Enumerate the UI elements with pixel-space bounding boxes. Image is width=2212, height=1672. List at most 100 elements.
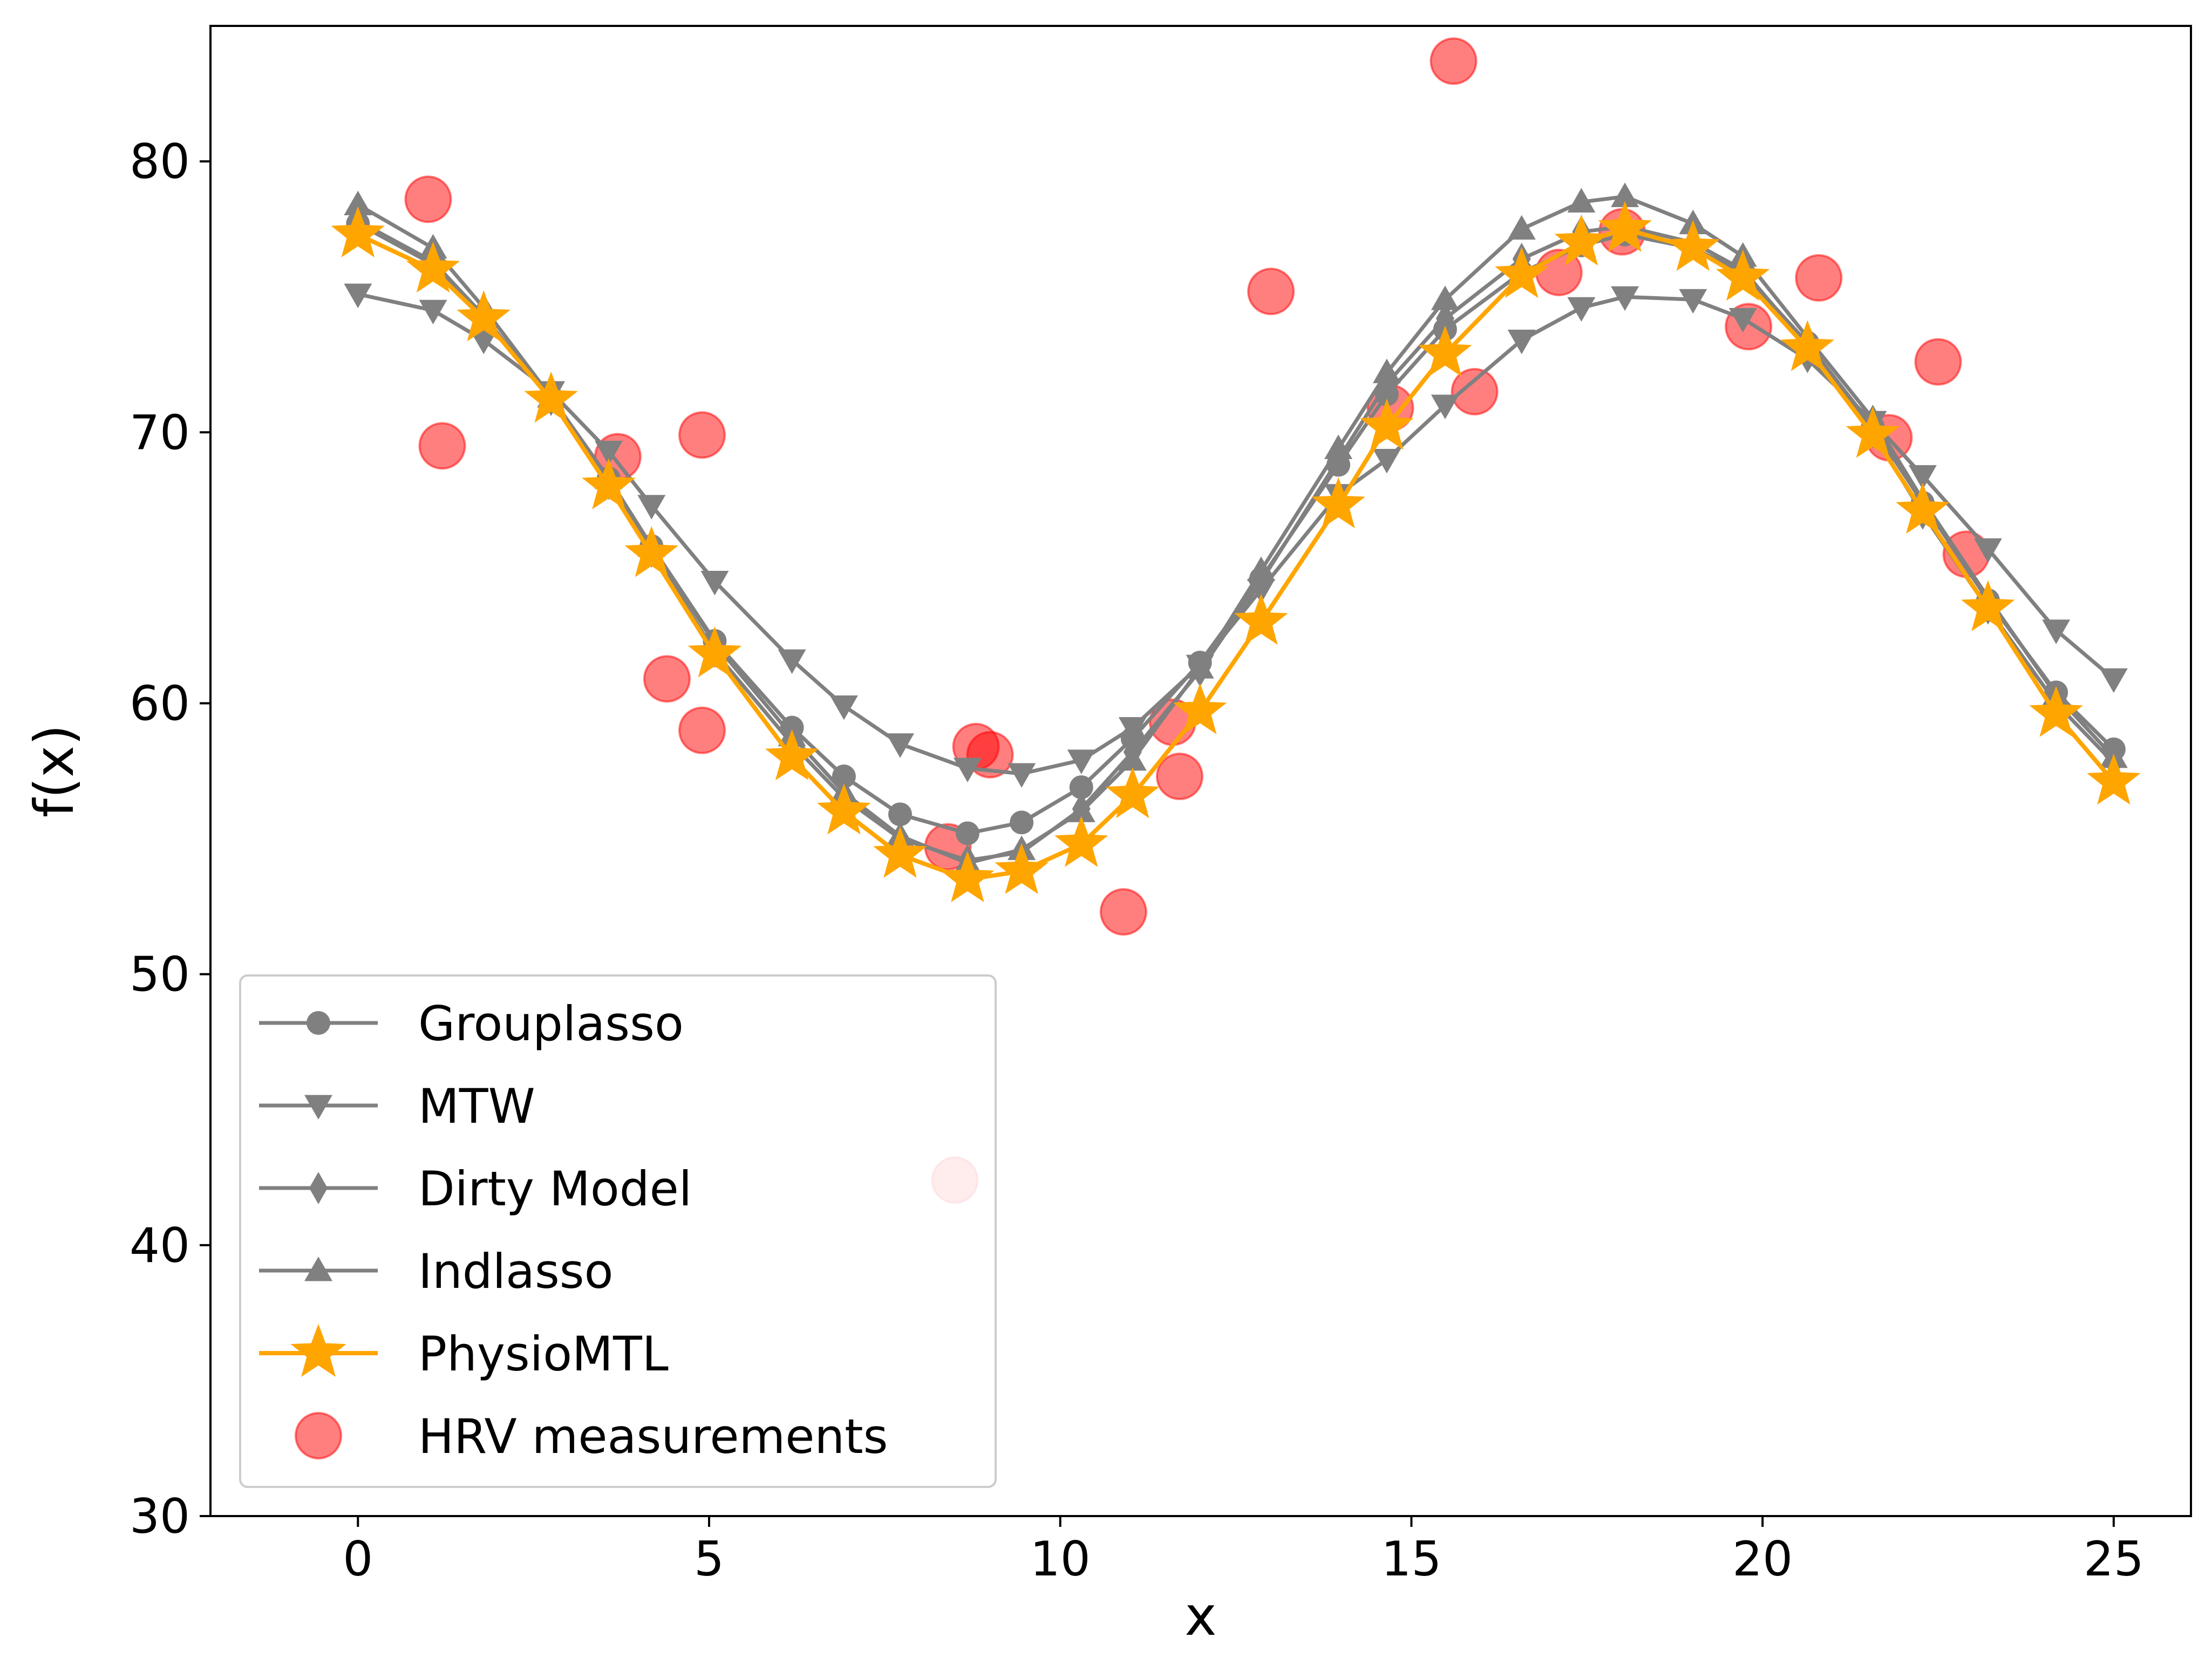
- series-point-grouplasso: [832, 765, 856, 789]
- legend-box: [239, 974, 997, 1488]
- series-point-physiomtl: [1961, 580, 2015, 631]
- hrv-measurement-point: [404, 175, 452, 223]
- x-tick-label: 5: [694, 1531, 724, 1587]
- x-axis-label: x: [1185, 1585, 1216, 1648]
- series-point-mtw: [1679, 289, 1707, 314]
- series-point-indlasso: [1611, 182, 1639, 207]
- series-line-indlasso: [356, 194, 2116, 865]
- series-point-physiomtl: [331, 206, 385, 257]
- series-point-physiomtl: [817, 783, 871, 835]
- series-indlasso: [344, 182, 2128, 874]
- series-line-grouplasso: [356, 222, 2116, 835]
- legend-label-hrv-measurements: HRV measurements: [418, 1409, 888, 1464]
- legend-item-indlasso: Indlasso: [259, 1244, 614, 1299]
- series-point-physiomtl: [1598, 201, 1652, 252]
- hrv-measurement-point: [966, 731, 1014, 779]
- series-point-mtw: [1908, 465, 1937, 490]
- legend: Grouplasso MTW Dirty Model Indlasso PhysioMT…: [239, 974, 997, 1488]
- legend-marker-physiomtl: [290, 1323, 346, 1377]
- series-point-mtw: [953, 757, 982, 782]
- x-tick-label: 10: [1030, 1531, 1091, 1587]
- series-point-grouplasso: [1069, 775, 1093, 800]
- legend-label-indlasso: Indlasso: [418, 1244, 614, 1299]
- series-point-grouplasso: [955, 821, 979, 845]
- series-point-physiomtl: [524, 371, 578, 423]
- y-axis-label: f(x): [23, 725, 86, 817]
- series-point-mtw: [1507, 330, 1536, 354]
- legend-label-dirty-model: Dirty Model: [418, 1161, 692, 1217]
- series-point-physiomtl: [1173, 683, 1227, 734]
- series-point-indlasso: [1567, 188, 1596, 213]
- series-point-physiomtl: [582, 458, 636, 509]
- series-point-physiomtl: [406, 241, 460, 293]
- series-point-indlasso: [344, 190, 372, 215]
- series-point-mtw: [1067, 749, 1095, 774]
- x-tick-label: 25: [2084, 1531, 2144, 1587]
- legend-label-mtw: MTW: [418, 1079, 535, 1134]
- x-tick-label: 0: [343, 1531, 373, 1587]
- series-point-physiomtl: [688, 626, 742, 678]
- legend-marker-dirty-model: [309, 1172, 328, 1204]
- series-point-indlasso: [1324, 434, 1353, 459]
- series-point-mtw: [637, 495, 666, 520]
- series-point-mtw: [886, 733, 914, 758]
- series-point-physiomtl: [1054, 816, 1108, 867]
- y-tick-label: 70: [130, 405, 190, 460]
- series-point-mtw: [1973, 538, 2002, 563]
- y-tick-label: 60: [130, 675, 190, 731]
- series-physiomtl: [331, 201, 2141, 903]
- hrv-measurement-point: [1795, 254, 1843, 302]
- series-point-physiomtl: [1780, 320, 1835, 371]
- series-point-mtw: [594, 440, 623, 466]
- series-point-physiomtl: [1666, 220, 1720, 271]
- series-point-physiomtl: [1311, 477, 1365, 529]
- series-point-physiomtl: [873, 827, 927, 878]
- series-point-indlasso: [1431, 285, 1459, 310]
- series-point-mtw: [700, 570, 729, 596]
- hrv-measurement-point: [1430, 37, 1478, 85]
- series-point-physiomtl: [941, 851, 995, 903]
- legend-marker-grouplasso: [307, 1011, 330, 1035]
- series-point-physiomtl: [1716, 249, 1770, 301]
- series-point-indlasso: [1247, 556, 1275, 581]
- legend-label-grouplasso: Grouplasso: [418, 996, 684, 1052]
- series-point-mtw: [419, 299, 447, 325]
- series-point-physiomtl: [1554, 214, 1609, 266]
- series-point-physiomtl: [1234, 593, 1288, 645]
- series-point-mtw: [1728, 308, 1757, 333]
- series-point-physiomtl: [765, 729, 819, 781]
- y-tick-label: 40: [130, 1218, 190, 1273]
- series-point-mtw: [469, 330, 498, 354]
- legend-item-mtw: MTW: [259, 1079, 535, 1134]
- series-line-physiomtl: [356, 227, 2116, 882]
- legend-item-physiomtl: PhysioMTL: [259, 1323, 669, 1382]
- hrv-measurement-point: [643, 655, 691, 703]
- series-point-physiomtl: [1896, 482, 1950, 534]
- hrv-measurement-point: [678, 411, 726, 459]
- series-point-grouplasso: [888, 802, 912, 827]
- series-point-mtw: [1008, 763, 1036, 788]
- legend-label-physiomtl: PhysioMTL: [418, 1326, 669, 1382]
- hrv-measurement-point: [418, 422, 466, 470]
- x-tick-label: 20: [1732, 1531, 1793, 1587]
- x-tick-label: 15: [1381, 1531, 1441, 1587]
- legend-marker-indlasso: [304, 1257, 332, 1281]
- series-point-indlasso: [1186, 654, 1214, 679]
- series-point-mtw: [2099, 668, 2128, 693]
- legend-marker-hrv-measurements: [295, 1412, 342, 1459]
- series-point-physiomtl: [1360, 398, 1414, 450]
- series-point-physiomtl: [457, 290, 511, 342]
- series-point-indlasso: [1118, 746, 1147, 771]
- series-point-mtw: [1431, 394, 1459, 420]
- series-point-physiomtl: [995, 843, 1049, 895]
- legend-item-hrv-measurements: HRV measurements: [295, 1409, 888, 1464]
- series-point-indlasso: [1507, 215, 1536, 240]
- y-tick-label: 30: [130, 1489, 190, 1544]
- series-grouplasso: [346, 211, 2126, 845]
- series-point-physiomtl: [1495, 247, 1549, 298]
- series-point-physiomtl: [624, 526, 678, 577]
- series-point-mtw: [1372, 448, 1401, 474]
- series-point-mtw: [778, 649, 806, 674]
- y-tick-label: 80: [130, 134, 190, 189]
